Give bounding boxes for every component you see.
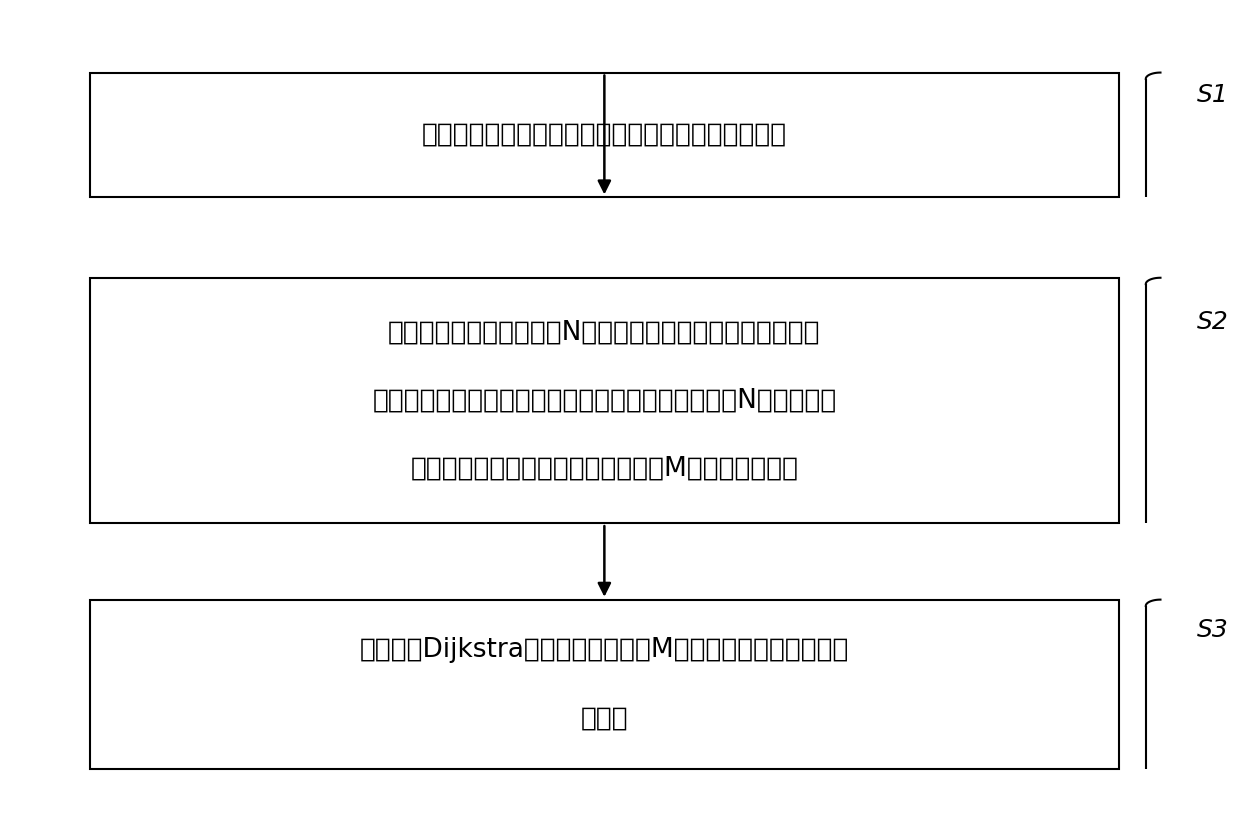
Text: ，采用基于粒子群算法的方法在所述模拟环境中，对N条初始路径: ，采用基于粒子群算法的方法在所述模拟环境中，对N条初始路径 xyxy=(372,388,837,414)
Text: 进行优化，在优化产生的路径中选出M条全局最优路径: 进行优化，在优化产生的路径中选出M条全局最优路径 xyxy=(410,456,799,482)
Text: S2: S2 xyxy=(1198,310,1229,334)
Text: 采用基于Dijkstra算法的方法从所述M条全局最优路径中选出最: 采用基于Dijkstra算法的方法从所述M条全局最优路径中选出最 xyxy=(360,637,849,663)
FancyBboxPatch shape xyxy=(91,72,1118,198)
Text: 终路径: 终路径 xyxy=(580,706,629,732)
FancyBboxPatch shape xyxy=(91,278,1118,524)
FancyBboxPatch shape xyxy=(91,600,1118,768)
Text: S3: S3 xyxy=(1198,618,1229,642)
Text: 根据机器人活动场地的信息进行建模，生成模拟环境: 根据机器人活动场地的信息进行建模，生成模拟环境 xyxy=(422,122,787,148)
Text: S1: S1 xyxy=(1198,83,1229,107)
Text: 根据起点和终点随机生成N条不与所述障碍物相交的初始路径: 根据起点和终点随机生成N条不与所述障碍物相交的初始路径 xyxy=(388,319,821,345)
